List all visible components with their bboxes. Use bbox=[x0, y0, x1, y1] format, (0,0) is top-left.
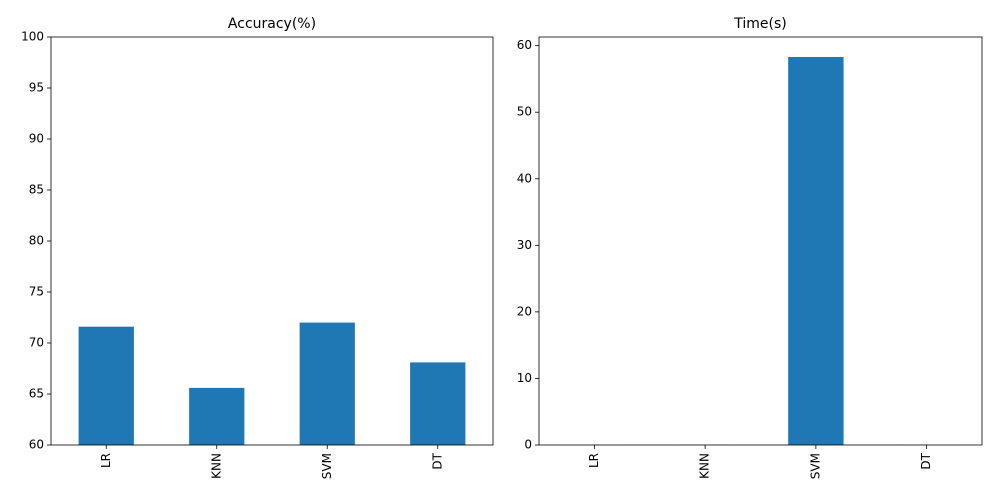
accuracy-x-tick-label: SVM bbox=[320, 453, 334, 479]
time-y-tick-label: 50 bbox=[517, 105, 532, 119]
accuracy-x-tick-label: DT bbox=[430, 452, 444, 469]
accuracy-bar-dt bbox=[410, 362, 466, 445]
accuracy-y-tick-label: 75 bbox=[29, 285, 44, 299]
accuracy-panel: LR KNN SVM DT 60 65 70 75 80 85 90 95 100 Accuracy(%) bbox=[21, 16, 494, 479]
accuracy-y-tick-label: 60 bbox=[29, 438, 44, 452]
time-x-tick-label: LR bbox=[587, 453, 601, 468]
time-axes-frame bbox=[538, 36, 983, 446]
accuracy-chart-title: Accuracy(%) bbox=[228, 16, 316, 32]
time-y-tick-label: 10 bbox=[517, 371, 532, 385]
time-x-tick-label: KNN bbox=[698, 453, 712, 479]
accuracy-y-tick-label: 90 bbox=[29, 132, 44, 146]
time-y-tick-label: 30 bbox=[517, 238, 532, 252]
time-bar-svm bbox=[788, 56, 844, 445]
time-x-tick-label: SVM bbox=[808, 453, 822, 479]
accuracy-y-tick-label: 100 bbox=[21, 30, 44, 44]
accuracy-y-tick-label: 95 bbox=[29, 81, 44, 95]
time-y-tick-label: 0 bbox=[524, 438, 532, 452]
accuracy-y-tick-label: 80 bbox=[29, 234, 44, 248]
accuracy-x-tick-label: KNN bbox=[209, 453, 223, 479]
accuracy-bar-lr bbox=[78, 326, 134, 445]
accuracy-x-tick-label: LR bbox=[99, 453, 113, 468]
accuracy-y-tick-label: 65 bbox=[29, 387, 44, 401]
accuracy-bar-svm bbox=[299, 322, 355, 445]
accuracy-y-tick-label: 70 bbox=[29, 336, 44, 350]
accuracy-axes-frame bbox=[50, 36, 494, 446]
accuracy-bar-knn bbox=[189, 387, 245, 445]
time-panel: LR KNN SVM DT 0 10 20 30 40 50 60 Time(s) bbox=[517, 16, 983, 479]
accuracy-y-tick-label: 85 bbox=[29, 183, 44, 197]
time-y-tick-label: 40 bbox=[517, 171, 532, 185]
time-x-tick-label: DT bbox=[919, 452, 933, 469]
time-y-tick-label: 20 bbox=[517, 304, 532, 318]
time-chart-title: Time(s) bbox=[733, 16, 786, 32]
time-y-tick-label: 60 bbox=[517, 38, 532, 52]
